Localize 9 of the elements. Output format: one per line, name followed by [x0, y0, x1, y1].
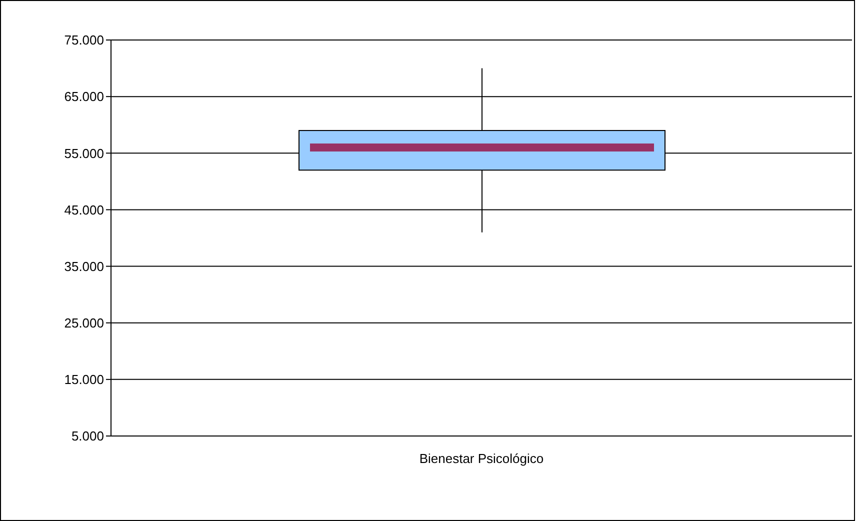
y-tick-label: 25.000 [64, 315, 104, 330]
x-tick-label: Bienestar Psicológico [419, 451, 544, 466]
y-tick-label: 55.000 [64, 146, 104, 161]
y-tick-label: 15.000 [64, 372, 104, 388]
y-tick-label: 65.000 [64, 89, 104, 104]
y-tick-label: 75.000 [64, 32, 104, 48]
y-tick-label: 45.000 [64, 202, 104, 218]
y-tick-label: 5.000 [71, 428, 104, 444]
y-tick-label: 35.000 [64, 258, 104, 274]
